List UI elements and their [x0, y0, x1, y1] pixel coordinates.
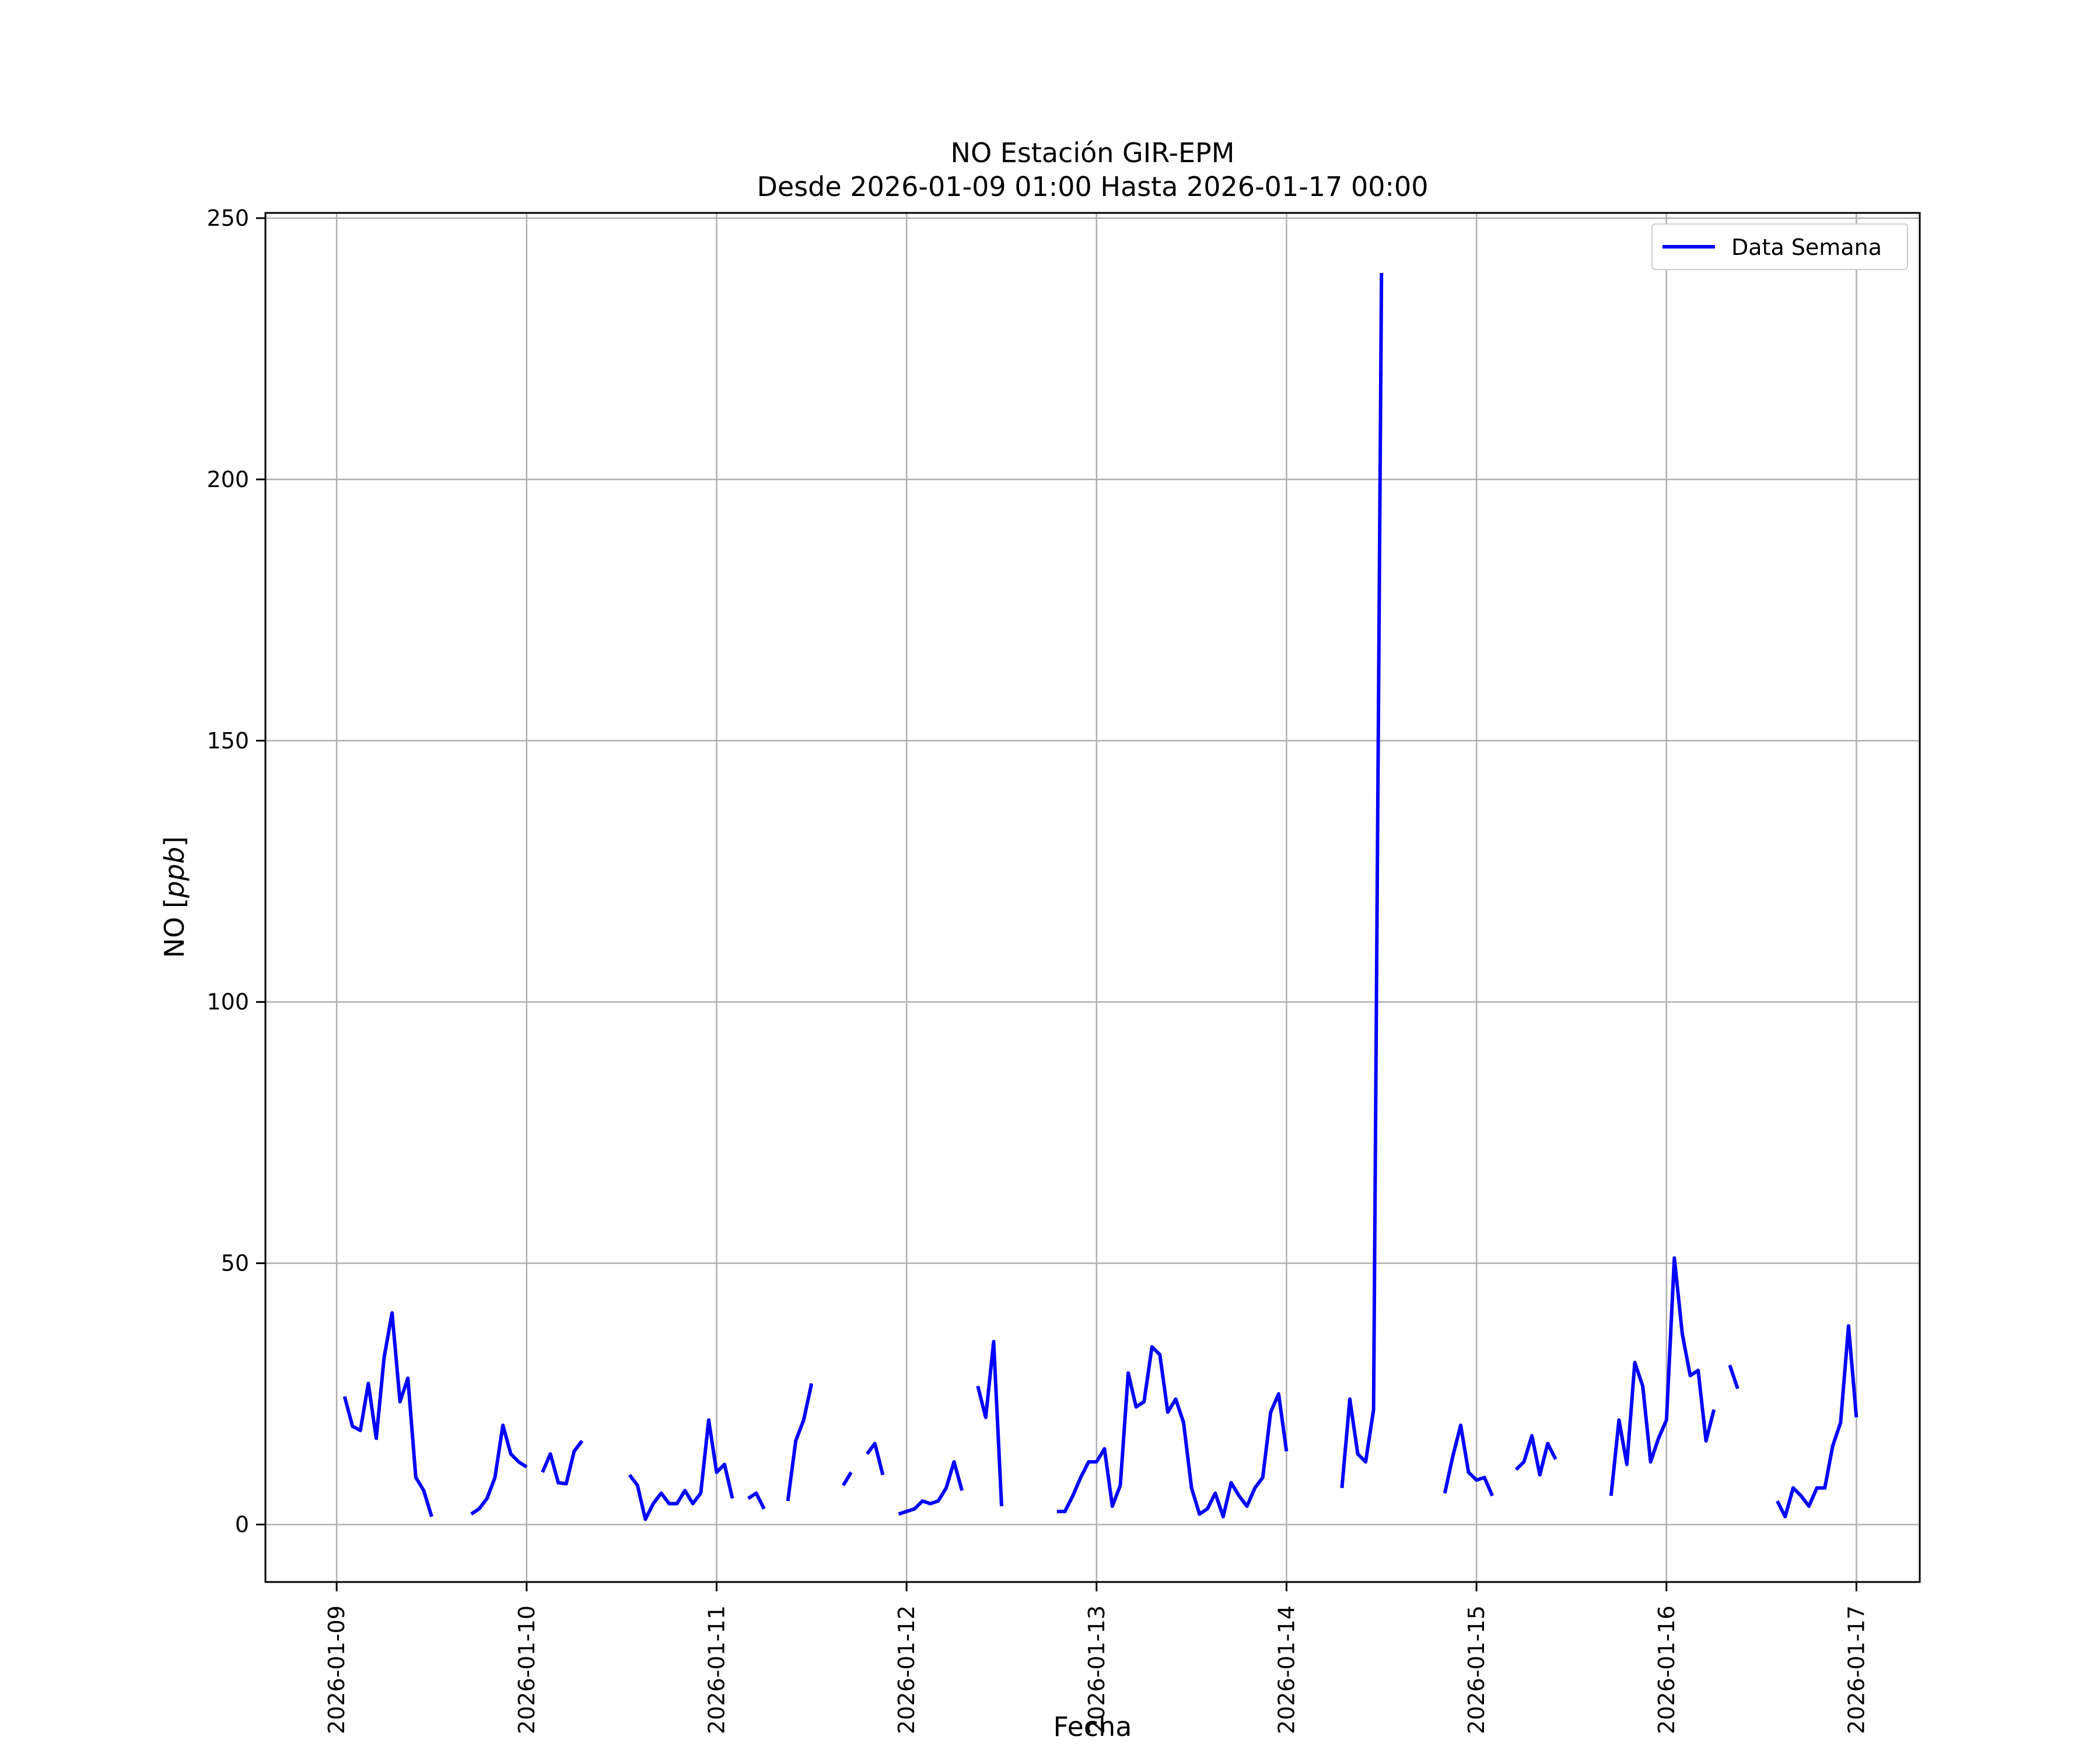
series-line-segment — [1728, 1364, 1740, 1390]
x-tick-label: 2026-01-10 — [514, 1605, 540, 1734]
y-tick-label: 250 — [206, 205, 249, 231]
series-line-segment — [976, 1339, 1003, 1507]
x-axis-title: Fecha — [1054, 1711, 1132, 1742]
y-axis-title-prefix: NO [ — [159, 898, 190, 958]
chart-title: NO Estación GIR-EPM — [951, 137, 1235, 169]
x-tick-label: 2026-01-13 — [1084, 1605, 1110, 1734]
chart-subtitle: Desde 2026-01-09 01:00 Hasta 2026-01-17 … — [757, 171, 1428, 202]
series-line-segment — [842, 1471, 853, 1486]
series-line-segment — [1056, 1345, 1289, 1518]
legend: Data Semana — [1651, 223, 1908, 270]
series-line-segment — [541, 1440, 584, 1486]
series-line-segment — [1609, 1256, 1716, 1496]
y-tick-label: 0 — [235, 1511, 249, 1537]
axes-frame — [264, 212, 1921, 1583]
series-line-segment — [1340, 272, 1384, 1489]
y-tick-label: 50 — [221, 1251, 249, 1276]
legend-label: Data Semana — [1731, 235, 1882, 260]
series-line-segment — [1776, 1324, 1859, 1518]
y-axis-title-unit: ppb — [159, 847, 190, 899]
series-line-segment — [747, 1491, 766, 1510]
series-line-segment — [1514, 1434, 1558, 1477]
x-tick-label: 2026-01-14 — [1273, 1605, 1299, 1734]
y-tick-label: 100 — [206, 989, 249, 1015]
series-line-segment — [628, 1418, 734, 1521]
x-axis: 2026-01-09 2026-01-10 2026-01-11 2026-01-12… — [324, 1582, 1869, 1734]
y-axis: 0 50 100 150 200 250 — [206, 205, 265, 1537]
plot-area — [342, 272, 1859, 1521]
series-line-segment — [342, 1311, 433, 1517]
x-tick-label: 2026-01-15 — [1464, 1605, 1489, 1734]
series-line-segment — [898, 1460, 964, 1516]
x-tick-label: 2026-01-09 — [324, 1605, 349, 1734]
series-line-segment — [1443, 1423, 1494, 1497]
x-tick-label: 2026-01-12 — [894, 1605, 919, 1734]
y-axis-title-suffix: ] — [159, 836, 190, 847]
y-tick-label: 150 — [206, 728, 249, 754]
y-tick-label: 200 — [206, 467, 249, 492]
series-line-segment — [865, 1441, 885, 1476]
legend-box — [1651, 223, 1908, 270]
x-tick-label: 2026-01-17 — [1843, 1605, 1869, 1734]
series-line-segment — [470, 1423, 528, 1516]
x-tick-label: 2026-01-16 — [1654, 1605, 1679, 1734]
series-line-segment — [786, 1382, 814, 1502]
x-tick-label: 2026-01-11 — [704, 1605, 729, 1734]
grid — [265, 213, 1920, 1582]
y-axis-title: NO [ppb] — [159, 836, 190, 958]
